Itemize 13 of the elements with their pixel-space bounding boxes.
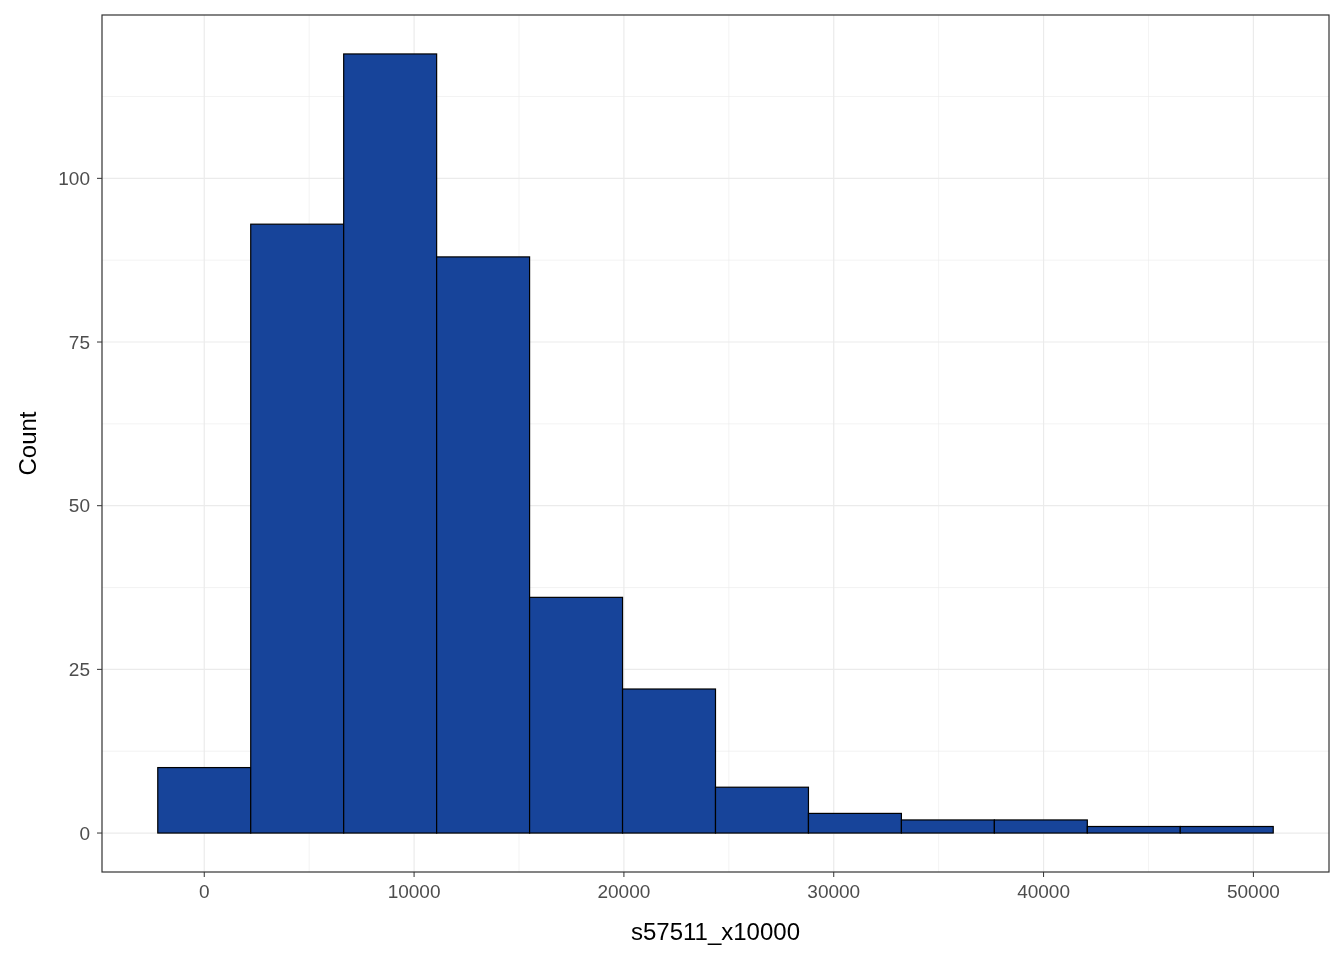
x-tick-label: 50000 xyxy=(1226,881,1280,902)
x-tick-label: 20000 xyxy=(597,881,651,902)
y-tick-label: 100 xyxy=(58,168,90,189)
x-tick-label: 0 xyxy=(198,881,210,902)
x-tick-label: 10000 xyxy=(387,881,441,902)
x-axis-title: s57511_x10000 xyxy=(630,918,801,945)
x-tick-label: 30000 xyxy=(807,881,861,902)
y-tick-label: 25 xyxy=(68,659,90,681)
y-axis-title: Count xyxy=(14,411,41,476)
x-tick-label: 40000 xyxy=(1017,881,1070,902)
y-tick-label: 75 xyxy=(68,331,90,353)
y-tick-label: 0 xyxy=(79,822,90,844)
y-tick-label: 50 xyxy=(68,495,90,517)
